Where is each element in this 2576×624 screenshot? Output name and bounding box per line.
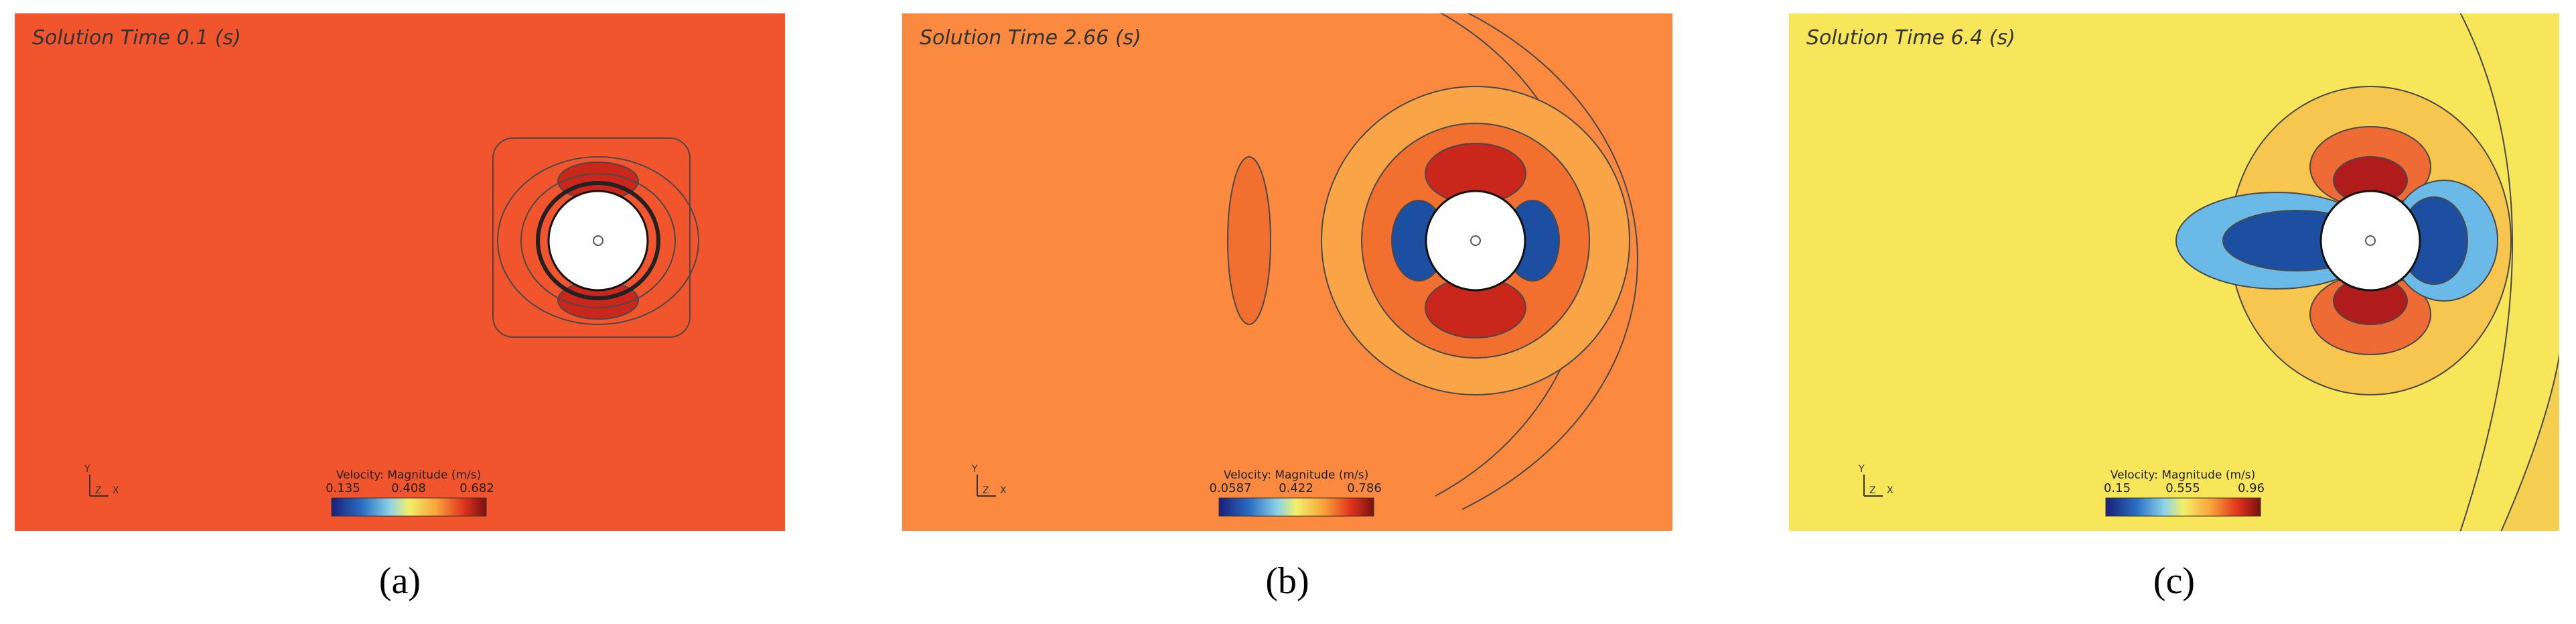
- caption: (a): [378, 560, 421, 602]
- axis-label: X: [1887, 485, 1893, 496]
- center-mark: [1470, 235, 1481, 246]
- contour: [2500, 353, 2559, 531]
- cylinder: [2319, 190, 2421, 292]
- axis-label: Y: [971, 464, 978, 475]
- caption: (b): [1265, 560, 1309, 602]
- background: [15, 13, 785, 531]
- colorbar: [2105, 497, 2261, 517]
- contour: [2459, 13, 2513, 531]
- contour: [520, 173, 676, 308]
- caption: (c): [2153, 560, 2196, 602]
- simulation-panel: Solution Time 6.4 (s) Velocity: Magnitude…: [1789, 13, 2559, 531]
- colorbar: [1218, 497, 1374, 517]
- axis-label: Z: [95, 485, 102, 496]
- axis-label: Y: [1858, 464, 1865, 475]
- contour: [497, 156, 699, 325]
- cylinder: [547, 190, 649, 292]
- colorbar: [331, 497, 487, 517]
- center-mark: [593, 235, 603, 246]
- contour: [1227, 156, 1271, 325]
- solution-time: Solution Time 0.1 (s): [32, 26, 241, 50]
- contour: [1461, 13, 1638, 510]
- colorbar-tick: 0.15: [2104, 481, 2131, 495]
- solution-time: Solution Time 6.4 (s): [1806, 26, 2015, 50]
- contour: [536, 181, 660, 300]
- colorbar-tick: 0.408: [391, 481, 426, 495]
- cylinder: [1425, 190, 1526, 292]
- colorbar-tick: 0.96: [2238, 481, 2265, 495]
- contour: [492, 137, 691, 338]
- axis-label: Z: [983, 485, 989, 496]
- colorbar-tick: 0.682: [459, 481, 494, 495]
- axis-label: X: [113, 485, 119, 496]
- colorbar-title: Velocity: Magnitude (m/s): [2110, 469, 2255, 482]
- colorbar-tick: 0.555: [2165, 481, 2200, 495]
- simulation-panel: Solution Time 2.66 (s) Velocity: Magnitud…: [902, 13, 1672, 531]
- solution-time: Solution Time 2.66 (s): [920, 26, 1141, 50]
- axis-label: Z: [1869, 485, 1876, 496]
- colorbar-tick: 0.0587: [1210, 481, 1252, 495]
- axis-label: Y: [84, 464, 90, 475]
- colorbar-title: Velocity: Magnitude (m/s): [336, 469, 481, 482]
- colorbar-tick: 0.786: [1347, 481, 1382, 495]
- center-mark: [2365, 235, 2376, 246]
- simulation-panel: Solution Time 0.1 (s) Velocity: Magnitude…: [15, 13, 785, 531]
- colorbar-tick: 0.135: [326, 481, 360, 495]
- colorbar-tick: 0.422: [1279, 481, 1313, 495]
- axis-label: X: [1000, 485, 1007, 496]
- colorbar-title: Velocity: Magnitude (m/s): [1224, 469, 1368, 482]
